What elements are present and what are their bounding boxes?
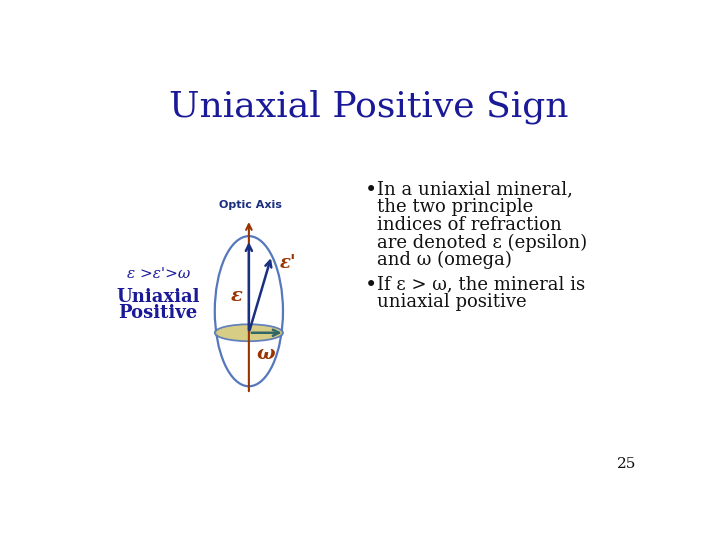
Text: are denoted ε (epsilon): are denoted ε (epsilon) (377, 233, 587, 252)
Text: •: • (365, 180, 377, 200)
Text: ε: ε (230, 287, 243, 305)
Text: uniaxial positive: uniaxial positive (377, 293, 526, 310)
Text: 25: 25 (617, 457, 636, 471)
Text: Uniaxial: Uniaxial (117, 288, 200, 306)
Text: Positive: Positive (119, 303, 198, 322)
Ellipse shape (215, 325, 283, 341)
Text: Uniaxial Positive Sign: Uniaxial Positive Sign (169, 90, 569, 124)
Text: indices of refraction: indices of refraction (377, 215, 562, 234)
Text: Optic Axis: Optic Axis (219, 200, 282, 210)
Text: •: • (365, 275, 377, 295)
Text: the two principle: the two principle (377, 198, 533, 216)
Text: ω: ω (256, 345, 275, 363)
Text: If ε > ω, the mineral is: If ε > ω, the mineral is (377, 275, 585, 293)
Text: ε': ε' (279, 254, 296, 272)
Text: In a uniaxial mineral,: In a uniaxial mineral, (377, 180, 572, 198)
Text: and ω (omega): and ω (omega) (377, 251, 512, 269)
Text: ε >ε'>ω: ε >ε'>ω (127, 267, 190, 281)
